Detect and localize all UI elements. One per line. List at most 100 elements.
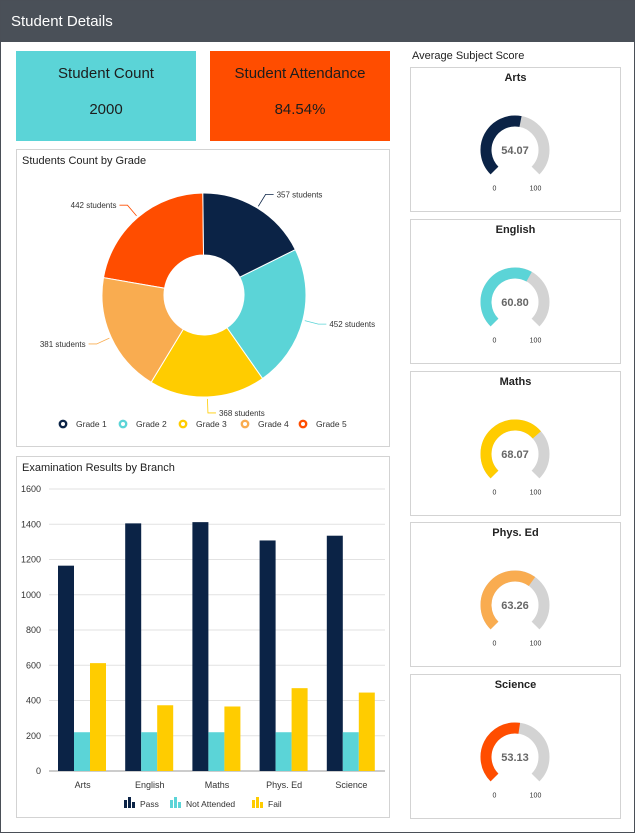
x-tick-label: English: [135, 780, 165, 790]
pie-data-label: 442 students: [71, 201, 117, 210]
bar-pass[interactable]: [125, 523, 142, 771]
gauge-chart: 54.07 0 100: [480, 115, 550, 193]
pie-slice-grade-3[interactable]: [150, 327, 264, 398]
gauge-value-label: 68.07: [501, 449, 529, 461]
bar-pass[interactable]: [259, 540, 276, 771]
gauge-value-arc: [480, 267, 532, 327]
legend-bars-icon: [124, 800, 127, 808]
bar-not-attended[interactable]: [275, 732, 292, 771]
bar-pass[interactable]: [326, 535, 343, 771]
legend-marker-icon: [118, 419, 128, 429]
gauge-panel-phys-ed: Phys. Ed 63.26 0 100: [410, 522, 621, 667]
gauge-min-label: 0: [493, 641, 497, 648]
y-tick-label: 1000: [21, 590, 41, 600]
gauge-chart: 68.07 0 100: [480, 419, 550, 497]
legend-item-grade-3[interactable]: Grade 3: [178, 419, 227, 429]
gauge-title: Phys. Ed: [492, 527, 539, 539]
bar-fail[interactable]: [90, 663, 106, 771]
legend-marker-icon: [178, 419, 188, 429]
bar-not-attended[interactable]: [342, 732, 359, 771]
bar-not-attended[interactable]: [208, 732, 225, 771]
y-tick-label: 600: [26, 660, 41, 670]
pie-leader-line: [88, 337, 110, 345]
legend-label: Grade 2: [136, 419, 167, 429]
gauge-panel-english: English 60.80 0 100: [410, 219, 621, 364]
x-tick-label: Maths: [205, 780, 230, 790]
legend-marker-icon: [58, 419, 68, 429]
x-tick-label: Phys. Ed: [266, 780, 302, 790]
pie-slice-grade-5[interactable]: [102, 192, 205, 289]
pie-data-label: 381 students: [40, 340, 86, 349]
pie-leader-line: [207, 398, 216, 414]
y-tick-label: 1600: [21, 484, 41, 494]
legend-label: Fail: [268, 799, 282, 809]
legend-marker-icon: [240, 419, 250, 429]
gauge-max-label: 100: [530, 338, 542, 345]
exam-bar-chart: 0 200 400 600 800 1000 1200 1400 1600 Arts English…: [21, 484, 385, 809]
legend-label: Grade 3: [196, 419, 227, 429]
gauge-value-label: 54.07: [501, 145, 529, 157]
pie-slice-grade-4[interactable]: [101, 277, 184, 383]
legend-item-not-attended[interactable]: Not Attended: [170, 797, 235, 809]
legend-item-grade-4[interactable]: Grade 4: [240, 419, 289, 429]
bar-chart-title: Examination Results by Branch: [22, 462, 175, 474]
legend-label: Pass: [140, 799, 159, 809]
x-tick-label: Science: [335, 780, 367, 790]
pie-leader-line: [257, 193, 274, 207]
y-tick-label: 1400: [21, 519, 41, 529]
gauge-chart: 60.80 0 100: [480, 267, 550, 345]
pie-data-label: 452 students: [329, 320, 375, 329]
student-count-label: Student Count: [58, 65, 154, 82]
grade-pie-panel: Students Count by Grade 442 students 357 …: [16, 149, 390, 447]
gauge-value-arc: [480, 115, 522, 175]
legend-item-grade-1[interactable]: Grade 1: [58, 419, 107, 429]
bar-pass[interactable]: [58, 565, 74, 771]
legend-bars-icon: [178, 802, 181, 808]
pie-leader-line: [304, 320, 327, 325]
legend-bars-icon: [174, 797, 177, 808]
gauge-value-arc: [480, 722, 521, 782]
gauge-min-label: 0: [493, 338, 497, 345]
gauge-title: Science: [494, 679, 537, 691]
legend-label: Grade 5: [316, 419, 347, 429]
bar-fail[interactable]: [157, 705, 174, 771]
grade-pie-chart: 442 students 357 students 452 students 368 …: [40, 190, 375, 429]
student-attendance-card: Student Attendance 84.54%: [210, 51, 390, 141]
page-title: Student Details: [11, 13, 113, 30]
legend-bars-icon: [128, 797, 131, 808]
y-tick-label: 200: [26, 731, 41, 741]
gauge-max-label: 100: [530, 186, 542, 193]
gauge-value-arc: [480, 570, 536, 630]
gauge-panel-arts: Arts 54.07 0 100: [410, 67, 621, 212]
pie-data-label: 368 students: [219, 409, 265, 418]
gauge-min-label: 0: [493, 490, 497, 497]
legend-item-grade-2[interactable]: Grade 2: [118, 419, 167, 429]
pie-data-label: 357 students: [277, 190, 323, 199]
gauge-value-label: 63.26: [501, 600, 529, 612]
pie-slice-grade-2[interactable]: [226, 248, 307, 380]
gauge-min-label: 0: [493, 186, 497, 193]
bar-fail[interactable]: [358, 692, 375, 771]
legend-item-pass[interactable]: Pass: [124, 797, 159, 809]
legend-item-fail[interactable]: Fail: [252, 797, 282, 809]
student-count-card: Student Count 2000: [16, 51, 196, 141]
bar-not-attended[interactable]: [74, 732, 90, 771]
gauge-min-label: 0: [493, 793, 497, 800]
legend-label: Grade 4: [258, 419, 289, 429]
pie-slice-grade-1[interactable]: [202, 192, 297, 278]
bar-not-attended[interactable]: [141, 732, 158, 771]
gauges-title: Average Subject Score: [412, 50, 525, 62]
legend-bars-icon: [260, 802, 263, 808]
gauge-max-label: 100: [530, 641, 542, 648]
y-tick-label: 400: [26, 696, 41, 706]
gauge-value-label: 53.13: [501, 752, 529, 764]
exam-bar-panel: Examination Results by Branch 0 200 400 600…: [16, 456, 390, 818]
legend-item-grade-5[interactable]: Grade 5: [298, 419, 347, 429]
gauge-chart: 63.26 0 100: [480, 570, 550, 648]
student-attendance-value: 84.54%: [274, 101, 326, 118]
x-tick-label: Arts: [75, 780, 92, 790]
pie-leader-line: [119, 204, 137, 217]
bar-pass[interactable]: [192, 522, 209, 771]
bar-fail[interactable]: [291, 688, 308, 771]
bar-fail[interactable]: [224, 706, 241, 771]
